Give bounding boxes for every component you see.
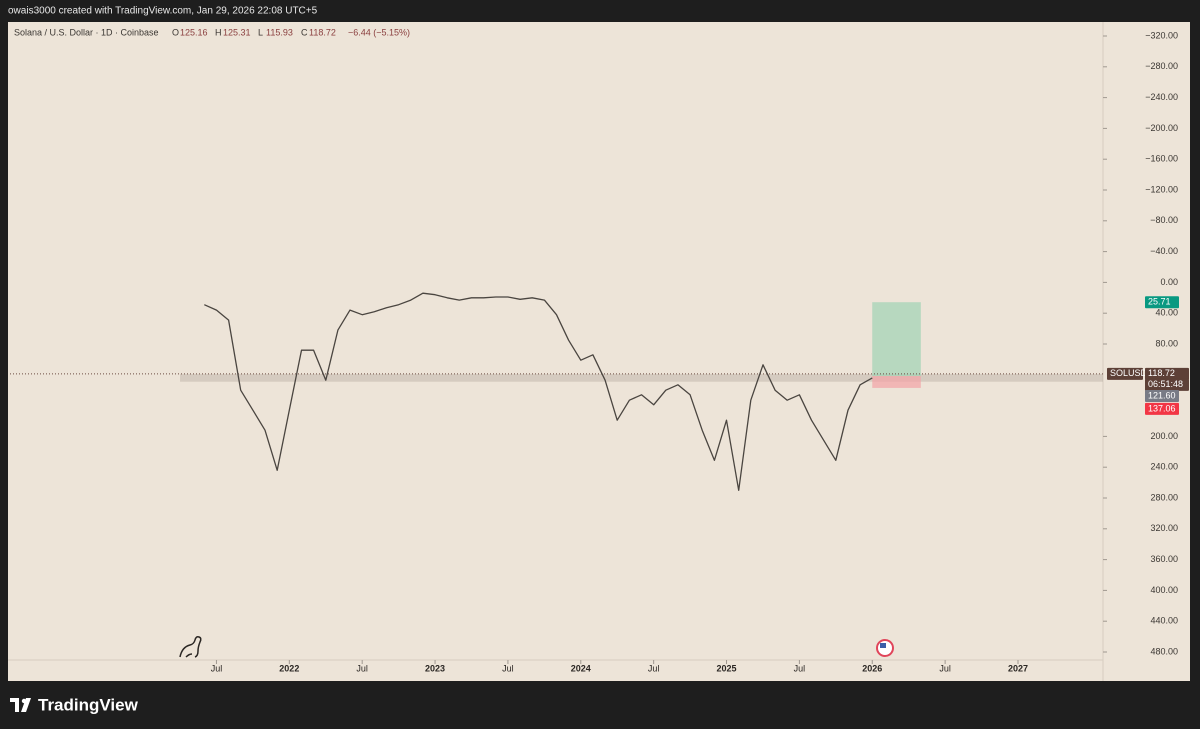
y-tick-label: 200.00 [1150, 431, 1178, 441]
target-label-box [1145, 296, 1179, 309]
x-tick-label: Jul [211, 663, 223, 673]
y-tick-label: −80.00 [1150, 215, 1178, 225]
ohlc-value: 115.93 [266, 27, 293, 37]
y-tick-label: −240.00 [1145, 92, 1178, 102]
symbol-label: SOLUSD [1110, 368, 1148, 378]
ohlc-key: L [258, 27, 263, 37]
stop-area [872, 376, 921, 388]
x-tick-label: Jul [648, 663, 660, 673]
symbol-label-box [1107, 367, 1143, 380]
y-tick-label: −120.00 [1145, 184, 1178, 194]
y-tick-label: 280.00 [1150, 492, 1178, 502]
x-tick-label: Jul [939, 663, 951, 673]
ohlc-key: O [172, 27, 179, 37]
brand-logo-dot [21, 698, 27, 704]
dino-icon [179, 636, 202, 658]
y-tick-label: 480.00 [1150, 646, 1178, 656]
ohlc-key: C [301, 27, 308, 37]
target-area [872, 302, 921, 377]
x-tick-label: 2025 [717, 663, 737, 673]
y-tick-label: −280.00 [1145, 61, 1178, 71]
chart-panel [8, 22, 1190, 681]
price-line [204, 292, 873, 491]
y-tick-label: 400.00 [1150, 585, 1178, 595]
last-price-label: 118.72 [1148, 368, 1175, 378]
ohlc-value: 125.31 [223, 27, 251, 37]
target-label: 25.71 [1148, 297, 1171, 307]
ohlc-legend: O 125.16 H 125.31 L 115.93 C 118.72 −6.44 (−5.15… [172, 27, 410, 37]
y-tick-label: 320.00 [1150, 523, 1178, 533]
x-tick-label: 2026 [862, 663, 882, 673]
countdown-label-box [1145, 378, 1189, 391]
countdown-label: 06:51:48 [1148, 379, 1183, 389]
ohlc-change: −6.44 (−5.15%) [348, 27, 410, 37]
ohlc-key: H [215, 27, 222, 37]
x-tick-label: 2027 [1008, 663, 1028, 673]
y-tick-label: −160.00 [1145, 154, 1178, 164]
y-tick-label: −320.00 [1145, 30, 1178, 40]
x-tick-label: Jul [356, 663, 368, 673]
y-tick-label: 440.00 [1150, 616, 1178, 626]
y-tick-label: 240.00 [1150, 462, 1178, 472]
ohlc-value: 118.72 [309, 27, 336, 37]
y-tick-label: 0.00 [1160, 277, 1178, 287]
last-price-label-box [1145, 367, 1189, 380]
stop-label: 137.06 [1148, 403, 1176, 413]
x-tick-label: 2022 [279, 663, 299, 673]
y-tick-label: 40.00 [1155, 308, 1178, 318]
x-tick-label: Jul [794, 663, 806, 673]
y-tick-label: 360.00 [1150, 554, 1178, 564]
brand: TradingView [38, 695, 139, 714]
y-tick-label: 80.00 [1155, 338, 1178, 348]
attribution: owais3000 created with TradingView.com, … [8, 6, 318, 17]
entry-label: 121.60 [1148, 390, 1176, 400]
chart-title: Solana / U.S. Dollar · 1D · Coinbase [14, 27, 159, 37]
x-tick-label: 2024 [571, 663, 591, 673]
entry-label-box [1145, 390, 1179, 403]
y-tick-label: −40.00 [1150, 246, 1178, 256]
x-tick-label: Jul [502, 663, 514, 673]
y-tick-label: −200.00 [1145, 123, 1178, 133]
x-tick-label: 2023 [425, 663, 445, 673]
ohlc-value: 125.16 [180, 27, 208, 37]
stop-label-box [1145, 402, 1179, 415]
support-zone [180, 374, 1103, 382]
flag-canton [880, 643, 886, 648]
